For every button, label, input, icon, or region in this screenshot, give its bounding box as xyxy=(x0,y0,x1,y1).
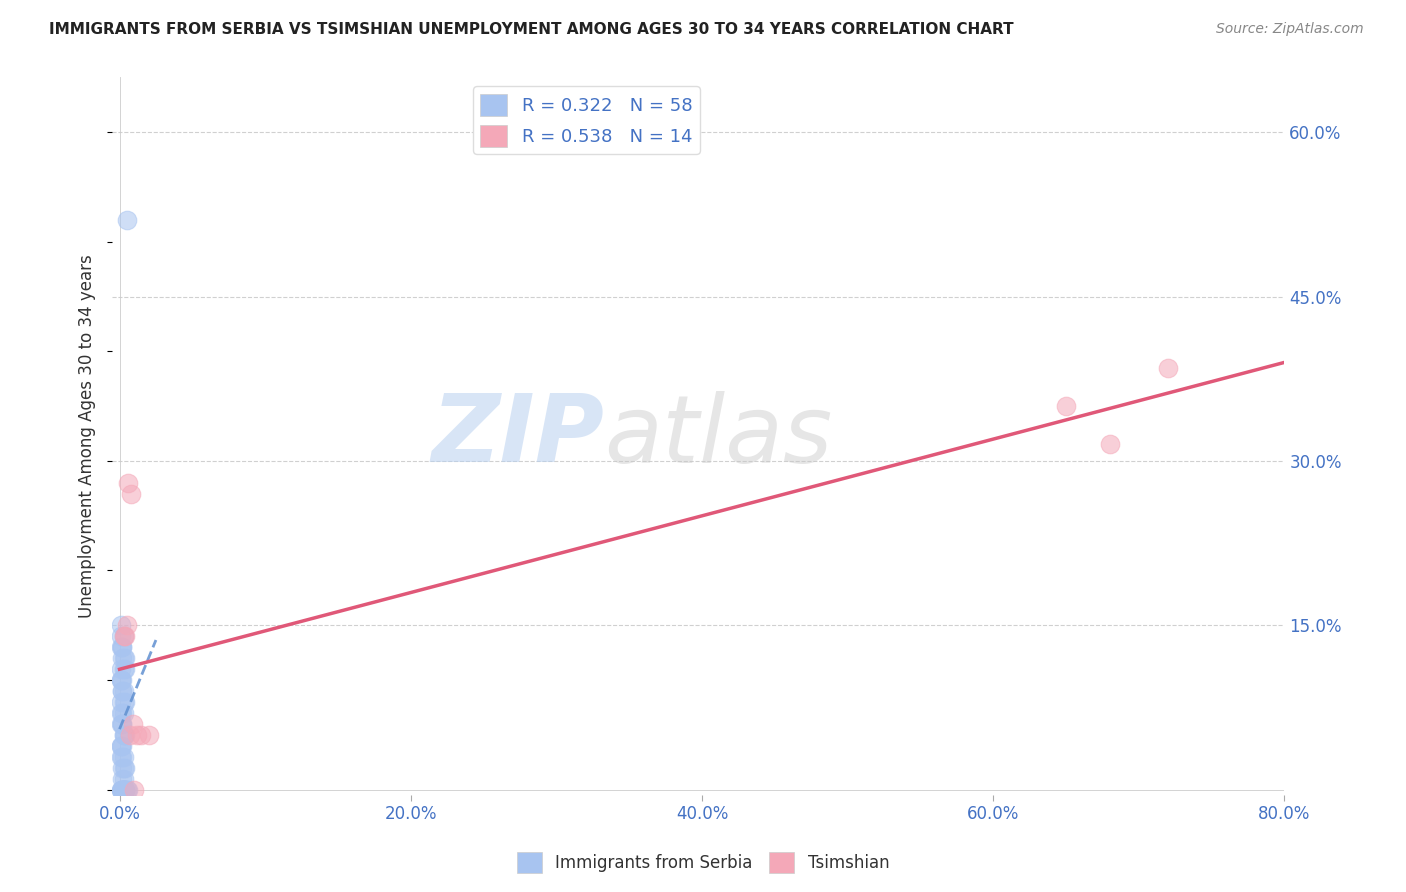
Point xyxy=(112,782,135,797)
Point xyxy=(111,761,134,775)
Point xyxy=(112,695,135,709)
Point xyxy=(110,640,132,655)
Point xyxy=(111,673,134,687)
Point xyxy=(111,684,134,698)
Point xyxy=(112,629,135,643)
Point xyxy=(111,651,134,665)
Point xyxy=(114,728,136,742)
Point xyxy=(111,782,134,797)
Point xyxy=(110,782,132,797)
Point xyxy=(112,728,135,742)
Point xyxy=(111,684,134,698)
Point xyxy=(114,695,136,709)
Text: Source: ZipAtlas.com: Source: ZipAtlas.com xyxy=(1216,22,1364,37)
Point xyxy=(110,695,132,709)
Point xyxy=(114,629,136,643)
Point xyxy=(120,487,142,501)
Point xyxy=(112,651,135,665)
Point xyxy=(112,706,135,720)
Point xyxy=(111,706,134,720)
Point xyxy=(110,662,132,676)
Point xyxy=(110,618,132,632)
Point xyxy=(112,728,135,742)
Point xyxy=(1157,360,1180,375)
Point xyxy=(131,728,153,742)
Point xyxy=(111,640,134,655)
Point xyxy=(110,716,132,731)
Point xyxy=(111,772,134,786)
Point xyxy=(1098,437,1121,451)
Point xyxy=(117,782,139,797)
Point xyxy=(111,640,134,655)
Y-axis label: Unemployment Among Ages 30 to 34 years: Unemployment Among Ages 30 to 34 years xyxy=(79,254,96,618)
Point xyxy=(121,716,143,731)
Legend: Immigrants from Serbia, Tsimshian: Immigrants from Serbia, Tsimshian xyxy=(510,846,896,880)
Text: ZIP: ZIP xyxy=(432,391,605,483)
Text: IMMIGRANTS FROM SERBIA VS TSIMSHIAN UNEMPLOYMENT AMONG AGES 30 TO 34 YEARS CORRE: IMMIGRANTS FROM SERBIA VS TSIMSHIAN UNEM… xyxy=(49,22,1014,37)
Point xyxy=(125,728,148,742)
Point xyxy=(118,728,141,742)
Point xyxy=(117,475,139,490)
Point xyxy=(112,782,135,797)
Point xyxy=(112,782,135,797)
Point xyxy=(122,782,145,797)
Point xyxy=(110,749,132,764)
Point xyxy=(115,782,138,797)
Point xyxy=(114,651,136,665)
Point xyxy=(138,728,160,742)
Point xyxy=(111,782,134,797)
Point xyxy=(110,629,132,643)
Point xyxy=(110,706,132,720)
Point xyxy=(1054,399,1077,413)
Point xyxy=(115,618,138,632)
Legend: R = 0.322   N = 58, R = 0.538   N = 14: R = 0.322 N = 58, R = 0.538 N = 14 xyxy=(472,87,700,154)
Point xyxy=(110,673,132,687)
Point xyxy=(112,782,135,797)
Point xyxy=(112,662,135,676)
Point xyxy=(112,749,135,764)
Point xyxy=(110,673,132,687)
Point xyxy=(112,761,135,775)
Point xyxy=(110,782,132,797)
Point xyxy=(110,739,132,753)
Point xyxy=(111,739,134,753)
Point xyxy=(114,782,136,797)
Point xyxy=(112,772,135,786)
Point xyxy=(111,782,134,797)
Point xyxy=(111,749,134,764)
Point xyxy=(115,212,138,227)
Point xyxy=(111,716,134,731)
Point xyxy=(112,782,135,797)
Point xyxy=(114,782,136,797)
Point xyxy=(112,684,135,698)
Text: atlas: atlas xyxy=(605,391,832,482)
Point xyxy=(114,662,136,676)
Point xyxy=(111,782,134,797)
Point xyxy=(111,716,134,731)
Point xyxy=(112,629,135,643)
Point xyxy=(114,761,136,775)
Point xyxy=(110,739,132,753)
Point xyxy=(114,782,136,797)
